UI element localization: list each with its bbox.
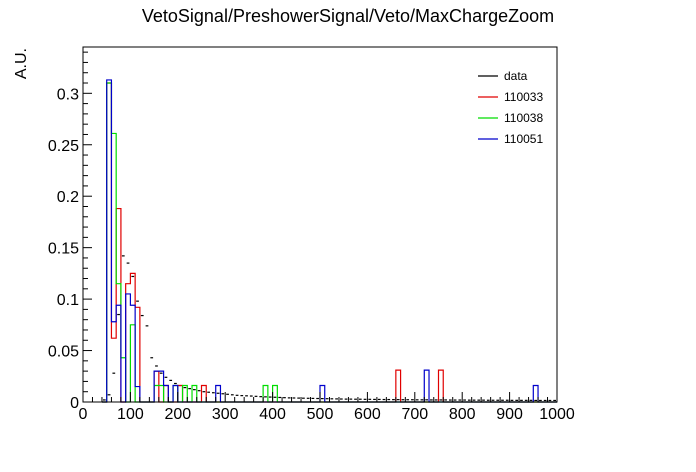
x-tick-label: 100: [117, 406, 144, 423]
y-tick-label: 0.3: [57, 86, 79, 103]
x-tick-label: 700: [401, 406, 428, 423]
plot-area: [101, 79, 557, 403]
y-tick-label: 0.1: [57, 292, 79, 309]
y-tick-label: 0.2: [57, 189, 79, 206]
legend: data 110033 110038 110051: [478, 69, 543, 146]
x-tick-label: 200: [164, 406, 191, 423]
x-tick-label: 0: [79, 406, 88, 423]
series-line-110038: [101, 82, 557, 403]
x-tick-label: 1000: [539, 406, 575, 423]
x-tick-label: 800: [449, 406, 476, 423]
x-tick-label: 300: [212, 406, 239, 423]
legend-entry: 110038: [504, 111, 543, 125]
x-tick-label: 400: [259, 406, 286, 423]
axes: 0 0.05 0.1 0.15 0.2 0.25 0.3 0 100 200 300 400 500 60…: [48, 46, 575, 423]
chart-title: VetoSignal/PreshowerSignal/Veto/MaxCharg…: [142, 6, 554, 26]
y-tick-label: 0.05: [48, 344, 79, 361]
plot-frame: [82, 46, 558, 403]
y-tick-label: 0.25: [48, 138, 79, 155]
y-axis-title: A.U.: [13, 48, 30, 79]
series-line-110033: [101, 82, 557, 403]
series-line-110051: [101, 79, 557, 403]
x-tick-label: 900: [496, 406, 523, 423]
y-tick-label: 0: [70, 395, 79, 412]
legend-entry: data: [504, 69, 528, 83]
y-tick-label: 0.15: [48, 241, 79, 258]
legend-entry: 110033: [504, 90, 543, 104]
legend-entry: 110051: [504, 132, 543, 146]
x-tick-label: 600: [354, 406, 381, 423]
x-tick-label: 500: [307, 406, 334, 423]
